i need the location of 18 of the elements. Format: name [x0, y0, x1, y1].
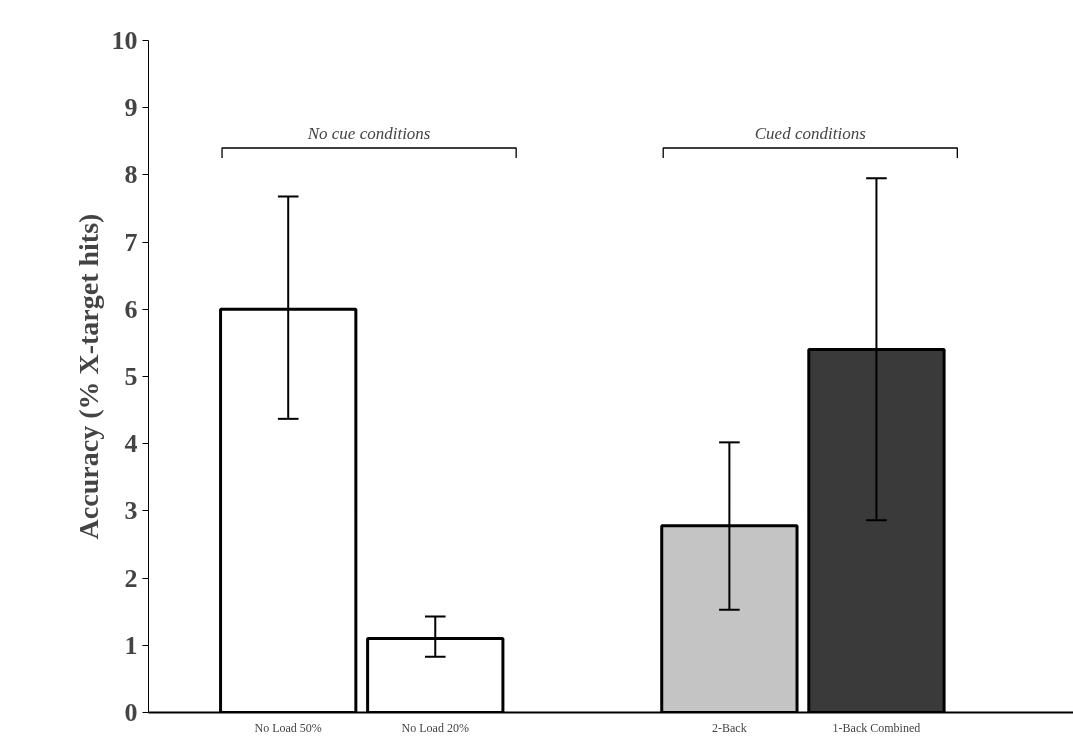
- y-tick-label: 7: [124, 227, 138, 257]
- y-tick-label: 9: [124, 93, 138, 123]
- x-tick-label: No Load 50%: [254, 720, 322, 735]
- y-tick-label: 2: [124, 563, 138, 593]
- y-tick-label: 3: [124, 496, 138, 526]
- annotation: Cued conditions: [754, 123, 867, 143]
- y-tick-label: 8: [124, 160, 138, 190]
- y-tick-label: 1: [124, 630, 138, 660]
- y-tick-label: 5: [124, 362, 138, 391]
- annotation: No cue conditions: [306, 123, 431, 143]
- y-tick-label: 6: [124, 294, 138, 324]
- x-tick-label: 1-Back Combined: [832, 720, 921, 735]
- x-tick-label: 2-Back: [712, 720, 747, 735]
- y-axis-title: Accuracy (% X-target hits): [72, 213, 104, 540]
- y-tick-label: 10: [111, 26, 138, 55]
- y-tick-label: 0: [124, 698, 138, 727]
- y-tick-label: 4: [124, 429, 138, 459]
- x-tick-label: No Load 20%: [401, 720, 469, 735]
